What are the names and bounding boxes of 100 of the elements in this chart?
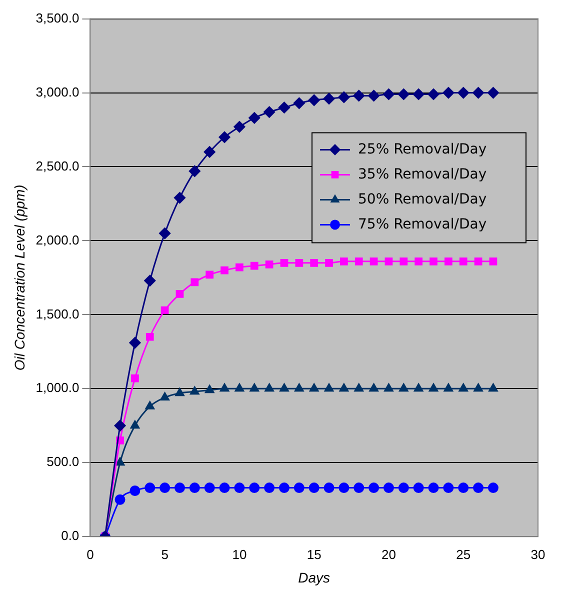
point: [444, 257, 452, 266]
point: [338, 482, 350, 494]
point: [130, 420, 140, 429]
point: [159, 228, 171, 240]
y-tick-label: 2,000.0: [36, 232, 80, 248]
y-tick-label: 3,500.0: [36, 10, 80, 26]
point: [340, 257, 348, 266]
point: [428, 482, 439, 494]
x-tick-label: 0: [86, 546, 94, 562]
point: [413, 482, 424, 494]
point: [384, 257, 393, 266]
legend-label: 75% Removal/Day: [358, 216, 487, 232]
point: [412, 88, 424, 100]
point: [473, 482, 484, 494]
point: [488, 383, 498, 392]
point: [309, 383, 319, 392]
point: [278, 102, 290, 114]
point: [294, 482, 304, 494]
point: [130, 485, 140, 496]
point: [354, 383, 364, 392]
point: [354, 257, 363, 266]
point: [145, 401, 155, 410]
point: [114, 494, 126, 505]
point: [398, 88, 410, 100]
point: [115, 457, 125, 466]
point: [206, 270, 214, 279]
point: [308, 482, 320, 494]
point: [459, 257, 468, 266]
point: [248, 112, 260, 124]
point: [474, 257, 482, 266]
point: [234, 482, 245, 494]
point: [474, 383, 483, 392]
y-tick-label: 2,500.0: [36, 158, 80, 174]
point: [234, 121, 246, 133]
point: [144, 482, 156, 494]
point: [174, 482, 185, 494]
point: [399, 383, 408, 392]
point: [146, 332, 154, 341]
y-tick-label: 1,000.0: [36, 380, 80, 396]
point: [190, 278, 199, 286]
point: [144, 274, 156, 286]
y-tick-label: 500.0: [46, 454, 80, 470]
point: [204, 146, 216, 158]
legend-label: 25% Removal/Day: [358, 141, 487, 158]
point: [458, 87, 470, 99]
point: [324, 482, 334, 494]
point: [190, 386, 200, 395]
point: [442, 87, 454, 99]
point: [338, 91, 350, 103]
point: [398, 482, 409, 494]
point: [218, 131, 230, 143]
point: [353, 90, 365, 102]
point: [488, 482, 498, 494]
point: [310, 258, 318, 267]
point: [443, 482, 454, 494]
point: [264, 482, 275, 494]
x-tick-label: 30: [530, 546, 546, 562]
point: [265, 260, 274, 268]
point: [220, 266, 228, 274]
point: [176, 290, 184, 298]
point: [339, 383, 349, 392]
point: [458, 383, 468, 392]
point: [444, 383, 454, 392]
point: [204, 384, 214, 394]
point: [295, 258, 304, 267]
x-tick-label: 5: [161, 546, 168, 562]
point: [160, 306, 169, 314]
point: [278, 482, 290, 494]
point: [129, 337, 141, 349]
x-tick-label: 20: [381, 546, 396, 562]
point: [264, 383, 274, 392]
x-tick-label: 25: [456, 546, 471, 562]
point: [382, 88, 394, 100]
point: [189, 482, 200, 494]
point: [234, 383, 244, 392]
point: [280, 258, 288, 267]
y-axis-title: Oil Concentration Level (ppm): [11, 184, 28, 371]
point: [160, 392, 170, 401]
point: [489, 257, 498, 266]
point: [131, 374, 139, 382]
point: [250, 262, 258, 270]
point: [487, 87, 499, 99]
point: [414, 257, 423, 266]
point: [160, 482, 170, 494]
point: [354, 482, 364, 494]
x-tick-label: 15: [306, 546, 322, 562]
point: [430, 257, 438, 266]
point: [400, 257, 408, 266]
point: [428, 88, 440, 100]
point: [384, 383, 394, 392]
point: [219, 482, 230, 494]
point: [458, 482, 469, 494]
point: [249, 482, 260, 494]
y-tick-label: 0.0: [61, 528, 80, 544]
point: [368, 482, 380, 494]
x-axis-title: Days: [298, 569, 330, 586]
point: [250, 383, 260, 392]
point: [383, 482, 394, 494]
y-tick-label: 3,000.0: [36, 84, 80, 100]
point: [220, 383, 230, 392]
